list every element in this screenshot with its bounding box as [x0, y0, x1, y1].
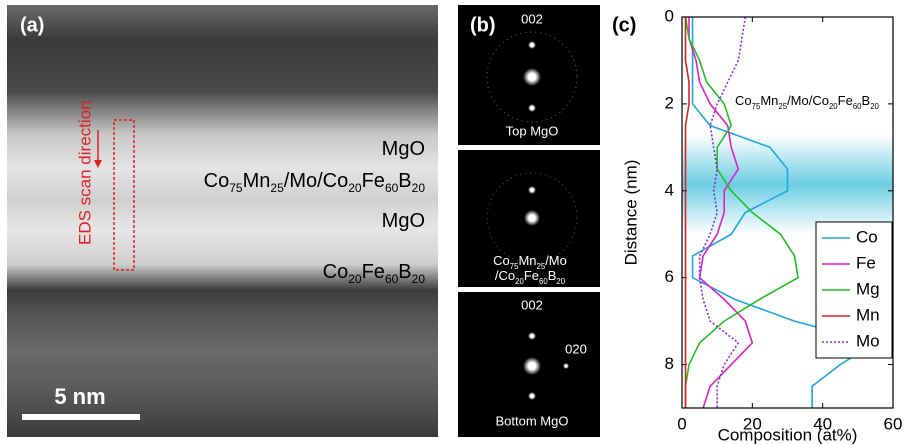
panel-label: (c): [612, 14, 636, 36]
legend-label: Mo: [856, 331, 880, 350]
figure: (a) EDS scan direction MgO Co75Mn25/Mo/C…: [0, 0, 904, 445]
tile-caption: Top MgO: [506, 123, 559, 138]
spot: [528, 41, 536, 49]
scale-label: 5 nm: [54, 384, 105, 409]
tile-caption: /Co20Fe60B20: [495, 268, 566, 285]
layer-label: MgO: [382, 210, 425, 232]
legend-label: Mg: [856, 279, 880, 298]
scale-bar: [22, 414, 140, 420]
panel-label: (b): [470, 14, 496, 36]
spot-label: 020: [565, 341, 587, 356]
y-tick-label: 8: [665, 354, 674, 373]
scan-label: EDS scan direction: [75, 100, 94, 245]
x-axis-title: Composition (at%): [718, 425, 858, 444]
spot: [563, 363, 569, 369]
spot: [528, 104, 536, 112]
spot: [524, 210, 540, 226]
panel-label: (a): [20, 14, 44, 36]
legend-label: Fe: [856, 253, 876, 272]
y-tick-label: 2: [665, 93, 674, 112]
spot-label: 002: [521, 11, 543, 26]
legend-label: Co: [856, 227, 878, 246]
spot: [528, 332, 536, 340]
spot: [528, 392, 536, 400]
y-tick-label: 6: [665, 267, 674, 286]
y-tick-label: 4: [665, 180, 674, 199]
spot: [523, 357, 541, 375]
tem-image: [7, 5, 438, 437]
spot: [523, 68, 541, 86]
annotation: Co75Mn25/Mo/Co20Fe60B20: [735, 93, 880, 110]
tile-caption: Bottom MgO: [496, 413, 569, 428]
x-tick-label: 0: [677, 414, 686, 433]
legend-label: Mn: [856, 305, 880, 324]
x-tick-label: 60: [884, 414, 903, 433]
layer-label: MgO: [382, 138, 425, 160]
y-tick-label: 0: [665, 6, 674, 25]
y-axis-title: Distance (nm): [621, 160, 640, 266]
spot-label: 002: [521, 297, 543, 312]
layer-label: Co20Fe60B20: [323, 261, 426, 286]
spot: [528, 186, 536, 194]
diffraction-panel: (b) 002 Top MgO Co75Mn25/Mo /Co20Fe60B20…: [458, 5, 600, 437]
